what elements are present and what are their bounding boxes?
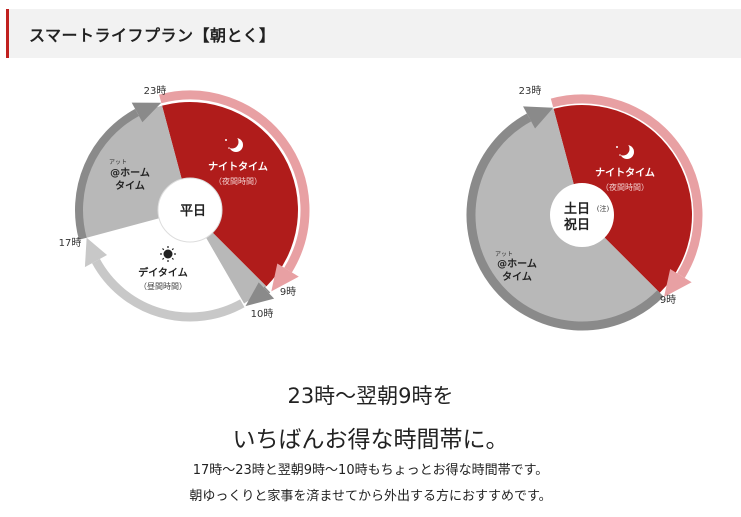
holiday-time-dial: 土日 (注) 祝日 23時 9時 ナイトタイム （夜間時間） アット @ホーム … (466, 85, 703, 331)
sun-icon (160, 246, 176, 262)
time-label-9: 9時 (280, 286, 296, 298)
night-time-label: ナイトタイム (595, 167, 655, 179)
lead-line-2: いちばんお得な時間帯に。 (232, 427, 509, 453)
day-time-label: デイタイム (138, 266, 187, 279)
home-ruby: アット (109, 159, 127, 166)
night-time-label: ナイトタイム (208, 161, 268, 173)
day-time-arrow (84, 237, 245, 322)
home-time-label-2: タイム (115, 180, 145, 192)
time-label-17: 17時 (59, 237, 82, 249)
time-label-23: 23時 (519, 85, 542, 97)
moon-icon (225, 135, 243, 152)
home-time-label-1: @ホーム (497, 258, 537, 270)
home-time-arrow-morning (245, 282, 275, 307)
night-time-sub: （夜間時間） (214, 176, 262, 186)
home-time-label-2: タイム (502, 271, 532, 283)
day-time-sub: （昼間時間） (139, 282, 187, 291)
home-time-label-1: @ホーム (110, 167, 150, 179)
night-time-arrow (159, 90, 310, 292)
home-ruby: アット (495, 251, 513, 258)
time-label-10: 10時 (251, 308, 274, 320)
night-time-wedge (162, 101, 299, 287)
center-label: 平日 (180, 204, 206, 219)
night-time-wedge (553, 105, 692, 293)
center-circle (550, 183, 614, 247)
section-header: スマートライフプラン【朝とく】 (6, 9, 741, 58)
center-circle (157, 177, 223, 243)
section-title: スマートライフプラン【朝とく】 (29, 26, 276, 45)
night-time-sub: （夜間時間） (601, 182, 649, 192)
center-note: (注) (597, 204, 610, 213)
time-label-23: 23時 (144, 85, 167, 97)
center-label-1: 土日 (564, 201, 590, 217)
description-line-1: 17時〜23時と翌朝9時〜10時もちょっとお得な時間帯です。 (192, 463, 549, 478)
home-time-arrow-evening (75, 102, 162, 240)
time-label-9: 9時 (660, 294, 676, 306)
center-label-2: 祝日 (564, 217, 590, 233)
home-time-arrow (466, 106, 664, 331)
description-line-2: 朝ゆっくりと家事を済ませてから外出する方におすすめです。 (189, 489, 552, 504)
night-time-arrow (550, 94, 703, 298)
moon-icon (616, 142, 634, 159)
weekday-time-dial: 平日 23時 9時 10時 17時 ナイトタイム （夜間時間） アット @ホーム… (59, 85, 310, 322)
lead-line-1: 23時〜翌朝9時を (287, 384, 454, 408)
